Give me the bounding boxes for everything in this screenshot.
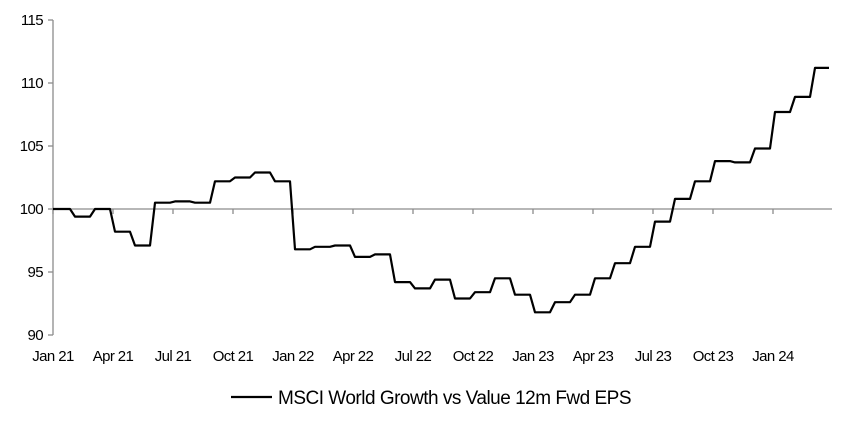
y-tick-label: 100 — [20, 201, 43, 218]
x-tick-label: Jan 21 — [32, 348, 74, 365]
x-tick-label: Oct 21 — [213, 348, 254, 365]
x-tick-label: Jan 22 — [272, 348, 314, 365]
x-tick-label: Oct 23 — [693, 348, 734, 365]
series-group — [53, 66, 829, 314]
x-tick-label: Apr 22 — [333, 348, 374, 365]
y-axis: 90 95 100 105 110 115 — [20, 12, 54, 344]
x-tick-label: Jan 23 — [512, 348, 554, 365]
x-tick-label: Jul 23 — [635, 348, 672, 365]
y-tick-label: 115 — [21, 12, 43, 29]
y-tick-label: 95 — [28, 264, 44, 281]
x-tick-label: Apr 23 — [573, 348, 614, 365]
x-tick-label: Apr 21 — [93, 348, 134, 365]
x-tick-label: Oct 22 — [453, 348, 494, 365]
y-tick-label: 105 — [20, 138, 43, 155]
y-tick-label: 90 — [28, 327, 44, 344]
legend: MSCI World Growth vs Value 12m Fwd EPS — [231, 388, 632, 409]
legend-label: MSCI World Growth vs Value 12m Fwd EPS — [278, 388, 631, 409]
x-tick-label: Jan 24 — [752, 348, 794, 365]
series-line — [53, 66, 829, 314]
x-axis: Jan 21 Apr 21 Jul 21 Oct 21 Jan 22 Apr 22 Jul … — [32, 208, 832, 365]
x-tick-label: Jul 22 — [395, 348, 432, 365]
y-tick-label: 110 — [21, 75, 43, 92]
x-tick-label: Jul 21 — [155, 348, 192, 365]
